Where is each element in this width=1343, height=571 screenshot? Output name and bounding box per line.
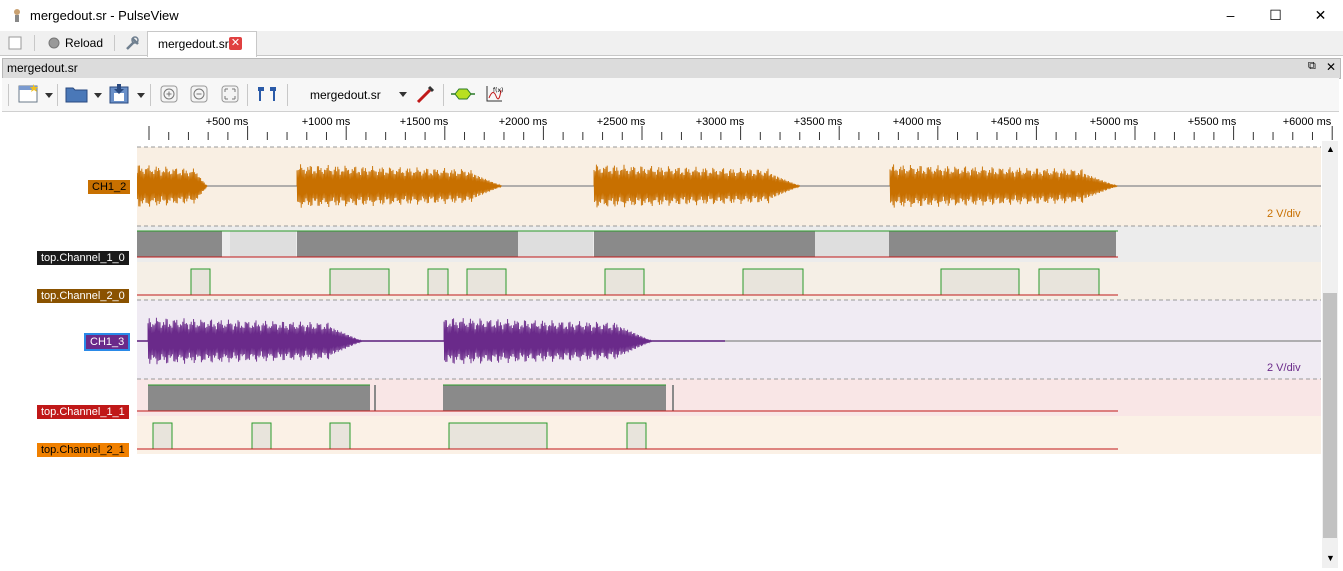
- logic-high-region: [941, 269, 1019, 295]
- new-session-icon[interactable]: [8, 36, 22, 50]
- ruler-tick-label: +1500 ms: [399, 116, 449, 128]
- close-window-button[interactable]: ✕: [1314, 7, 1327, 23]
- device-dropdown-icon[interactable]: [399, 92, 407, 97]
- window-title: mergedout.sr - PulseView: [30, 8, 179, 23]
- ruler-tick-label: +3000 ms: [695, 116, 745, 128]
- open-file-icon[interactable]: [65, 84, 89, 104]
- separator: [247, 84, 248, 106]
- separator: [443, 84, 444, 106]
- add-decoder-icon[interactable]: [451, 87, 475, 101]
- trace-view[interactable]: [137, 141, 1321, 568]
- ruler-tick-label: +3500 ms: [793, 116, 843, 128]
- new-view-icon[interactable]: [18, 84, 40, 104]
- separator: [8, 84, 9, 106]
- scroll-down-icon[interactable]: ▼: [1326, 553, 1335, 563]
- session-title: mergedout.sr: [7, 61, 78, 75]
- ruler-tick-label: +1000 ms: [301, 116, 351, 128]
- new-view-dropdown-icon[interactable]: [45, 93, 53, 98]
- ruler-tick-label: +5500 ms: [1187, 116, 1237, 128]
- save-file-icon[interactable]: [107, 83, 131, 105]
- channel-2-1-waveform: [137, 422, 1118, 450]
- channel-label-top-channel-2-0[interactable]: top.Channel_2_0: [37, 289, 129, 303]
- channel-label-top-channel-1-1[interactable]: top.Channel_1_1: [37, 405, 129, 419]
- show-cursors-icon[interactable]: [256, 85, 280, 103]
- vertical-scrollbar[interactable]: ▲ ▼: [1322, 141, 1338, 568]
- channel-label-ch1-2[interactable]: CH1_2: [88, 180, 131, 194]
- svg-text:f(x): f(x): [493, 87, 503, 94]
- channel-label-top-channel-1-0[interactable]: top.Channel_1_0: [37, 251, 129, 265]
- trace-separators: [137, 146, 1321, 380]
- logic-high-region: [252, 423, 271, 449]
- ruler-tick-label: +2500 ms: [596, 116, 646, 128]
- channel-label-top-channel-2-1[interactable]: top.Channel_2_1: [37, 443, 129, 457]
- trace-label-column: [0, 141, 137, 568]
- ruler-tick-label: +4000 ms: [892, 116, 942, 128]
- zoom-fit-icon[interactable]: [221, 85, 239, 103]
- logic-high-region: [467, 269, 506, 295]
- channel-1-1-waveform: [137, 384, 1118, 412]
- channel-2-1-background: [137, 416, 1321, 454]
- ruler-tick-label: +6000 ms: [1282, 116, 1332, 128]
- ch1-2-scale: 2 V/div: [1267, 208, 1301, 220]
- ruler-tick-label: +5000 ms: [1089, 116, 1139, 128]
- logic-high-region: [449, 423, 547, 449]
- logic-high-region: [153, 423, 172, 449]
- tab-label: mergedout.sr: [158, 37, 229, 51]
- add-math-signal-icon[interactable]: f(x): [484, 84, 504, 104]
- separator: [114, 35, 115, 51]
- device-selector[interactable]: mergedout.sr: [310, 88, 381, 102]
- logic-high-region: [191, 269, 210, 295]
- reload-icon[interactable]: [48, 37, 60, 49]
- session-header: mergedout.sr ⧉ ✕: [2, 58, 1341, 79]
- logic-high-region: [330, 269, 389, 295]
- ruler-tick-label: +500 ms: [205, 116, 249, 128]
- separator: [57, 84, 58, 106]
- minimize-button[interactable]: –: [1226, 7, 1235, 23]
- probe-config-icon[interactable]: [415, 83, 437, 105]
- logic-high-region: [605, 269, 644, 295]
- pulseview-app-icon: [14, 9, 20, 22]
- ch1-2-waveform: [137, 164, 1321, 208]
- ch1-3-waveform: [137, 317, 1321, 365]
- ruler-tick-label: +2000 ms: [498, 116, 548, 128]
- reload-button[interactable]: Reload: [65, 36, 104, 50]
- channel-2-0-background: [137, 262, 1321, 300]
- separator: [34, 35, 35, 51]
- float-icon[interactable]: ⧉: [1308, 60, 1316, 72]
- logic-high-region: [1039, 269, 1099, 295]
- ruler-ticks: [148, 126, 1333, 140]
- maximize-button[interactable]: ☐: [1269, 7, 1282, 23]
- logic-high-region: [330, 423, 350, 449]
- scroll-up-icon[interactable]: ▲: [1326, 144, 1335, 154]
- scrollbar-thumb[interactable]: [1323, 293, 1337, 538]
- save-dropdown-icon[interactable]: [137, 93, 145, 98]
- logic-high-region: [627, 423, 646, 449]
- logic-high-region: [428, 269, 448, 295]
- channel-label-ch1-3[interactable]: CH1_3: [84, 333, 131, 351]
- separator: [150, 84, 151, 106]
- zoom-out-icon[interactable]: [190, 85, 208, 103]
- main-toolbar: mergedout.sr f(x): [2, 78, 1339, 112]
- logic-high-region: [743, 269, 803, 295]
- settings-tools-icon[interactable]: [124, 35, 141, 52]
- separator: [287, 84, 288, 106]
- close-session-icon[interactable]: ✕: [1326, 60, 1337, 74]
- time-ruler[interactable]: +500 ms +1000 ms +1500 ms +2000 ms +2500…: [137, 112, 1341, 140]
- tab-mergedout[interactable]: mergedout.sr ✕: [147, 31, 257, 57]
- channel-1-0-waveform: [137, 230, 1118, 258]
- ruler-tick-label: +4500 ms: [990, 116, 1040, 128]
- close-tab-icon[interactable]: ✕: [229, 37, 242, 50]
- zoom-in-icon[interactable]: [160, 85, 178, 103]
- open-dropdown-icon[interactable]: [94, 93, 102, 98]
- title-bar: mergedout.sr - PulseView – ☐ ✕: [0, 0, 1343, 31]
- ch1-3-scale: 2 V/div: [1267, 362, 1301, 374]
